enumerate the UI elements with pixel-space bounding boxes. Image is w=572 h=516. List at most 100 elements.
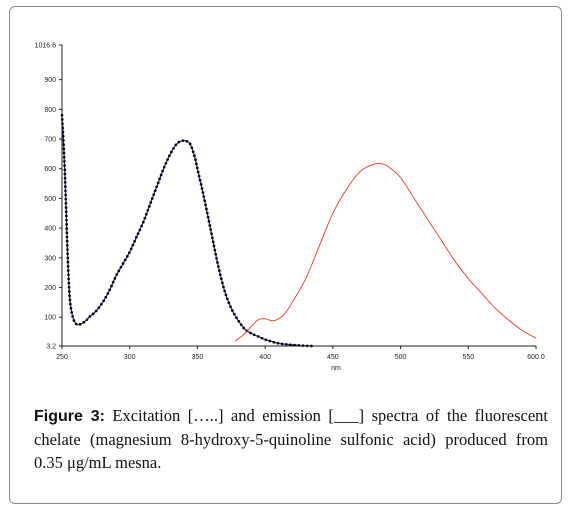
- excitation-marker: [235, 316, 238, 320]
- excitation-marker: [305, 344, 309, 348]
- y-tick-label: 500: [44, 196, 56, 203]
- y-tick-label: 1016.6: [35, 43, 57, 50]
- excitation-marker: [66, 264, 70, 268]
- excitation-marker: [65, 244, 69, 247]
- excitation-marker: [205, 211, 209, 215]
- excitation-marker: [201, 191, 205, 194]
- excitation-marker: [62, 139, 65, 142]
- excitation-marker: [138, 228, 142, 232]
- excitation-marker: [203, 199, 207, 203]
- caption-label: Figure 3:: [34, 408, 105, 425]
- excitation-marker: [61, 122, 64, 126]
- excitation-marker: [71, 315, 74, 318]
- excitation-marker: [198, 178, 202, 182]
- excitation-marker: [174, 143, 178, 147]
- excitation-marker: [264, 338, 268, 342]
- excitation-marker: [199, 183, 203, 186]
- excitation-marker: [219, 277, 223, 281]
- excitation-marker: [205, 207, 208, 211]
- excitation-marker: [177, 140, 181, 144]
- excitation-marker: [221, 281, 224, 285]
- excitation-marker: [147, 205, 151, 208]
- excitation-marker: [65, 239, 69, 243]
- excitation-marker: [106, 292, 110, 295]
- excitation-marker: [64, 193, 67, 197]
- excitation-marker: [108, 288, 112, 292]
- excitation-marker: [200, 187, 204, 190]
- excitation-marker: [117, 269, 121, 273]
- excitation-marker: [63, 164, 66, 167]
- excitation-marker: [227, 301, 231, 305]
- x-axis-label: nm: [331, 365, 341, 372]
- excitation-marker: [64, 210, 68, 214]
- excitation-marker: [217, 269, 221, 272]
- excitation-marker: [67, 273, 70, 277]
- excitation-marker: [197, 174, 201, 178]
- y-tick-label: 600: [44, 166, 56, 173]
- excitation-marker: [70, 311, 74, 314]
- excitation-marker: [268, 339, 272, 343]
- excitation-marker: [155, 185, 159, 189]
- excitation-marker: [152, 193, 156, 196]
- excitation-marker: [230, 309, 234, 312]
- x-tick-label: 550: [462, 354, 474, 361]
- excitation-marker: [64, 189, 67, 193]
- excitation-marker: [256, 335, 260, 338]
- excitation-marker: [74, 322, 78, 326]
- excitation-marker: [82, 320, 86, 324]
- excitation-marker: [159, 173, 163, 177]
- excitation-marker: [226, 297, 229, 301]
- excitation-marker: [188, 142, 192, 146]
- excitation-marker: [297, 344, 301, 347]
- excitation-marker: [63, 160, 66, 163]
- excitation-marker: [195, 162, 198, 166]
- excitation-marker: [208, 224, 212, 227]
- excitation-marker: [97, 306, 101, 310]
- excitation-marker: [60, 113, 64, 117]
- excitation-marker: [131, 243, 135, 247]
- excitation-marker: [140, 224, 143, 228]
- excitation-marker: [119, 265, 123, 269]
- excitation-marker: [123, 258, 127, 262]
- excitation-marker: [181, 139, 185, 143]
- excitation-marker: [61, 134, 65, 138]
- excitation-marker: [301, 344, 305, 347]
- excitation-marker: [170, 150, 173, 154]
- emission-series-line: [235, 162, 537, 342]
- excitation-marker: [85, 318, 89, 321]
- excitation-marker: [191, 150, 195, 154]
- excitation-marker: [214, 252, 218, 256]
- x-tick-label: 350: [192, 354, 204, 361]
- excitation-marker: [149, 201, 153, 204]
- excitation-marker: [210, 236, 214, 240]
- excitation-marker: [222, 285, 225, 289]
- excitation-marker: [212, 244, 216, 248]
- x-tick-label: 450: [327, 354, 339, 361]
- y-tick-label: 900: [44, 77, 56, 84]
- excitation-marker: [64, 197, 68, 201]
- excitation-marker: [217, 265, 220, 268]
- excitation-marker: [134, 236, 138, 239]
- excitation-marker: [252, 333, 256, 337]
- y-tick-label: 200: [44, 285, 56, 292]
- excitation-marker: [209, 228, 212, 231]
- spectra-chart: 3.2 100 200 300 400 500 600 700 800 900 1016.6 250 3…: [35, 43, 545, 373]
- excitation-marker: [215, 257, 218, 260]
- excitation-marker: [111, 280, 115, 284]
- excitation-marker: [196, 170, 200, 174]
- excitation-marker: [161, 169, 164, 173]
- excitation-marker: [91, 312, 95, 316]
- excitation-marker: [67, 277, 70, 281]
- excitation-marker: [64, 202, 68, 205]
- excitation-marker: [293, 343, 296, 347]
- excitation-marker: [62, 155, 66, 159]
- excitation-marker: [272, 340, 276, 344]
- excitation-marker: [88, 315, 92, 318]
- excitation-marker: [213, 248, 217, 252]
- excitation-marker: [195, 166, 199, 170]
- excitation-marker: [172, 147, 175, 150]
- excitation-marker: [68, 302, 72, 306]
- excitation-marker: [136, 232, 140, 235]
- excitation-marker: [66, 252, 69, 256]
- y-tick-label: 400: [44, 226, 56, 233]
